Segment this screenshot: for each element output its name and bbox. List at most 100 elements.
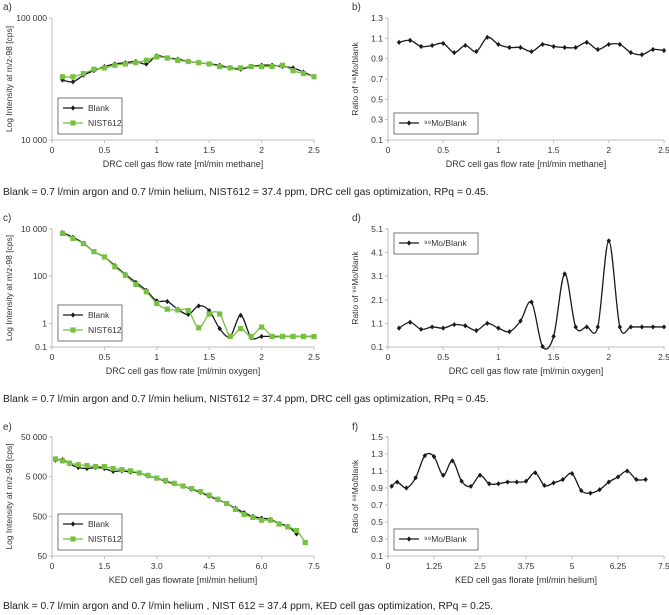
- data-point-c-1: [122, 272, 128, 278]
- legend-label-e-0: Blank: [88, 519, 110, 529]
- data-point-c-1: [259, 324, 265, 330]
- data-point-a-1: [227, 65, 233, 71]
- panel-label-f: f): [352, 422, 358, 433]
- y-tick-label-d: 0.1: [371, 342, 383, 352]
- legend-marker-a-0: [70, 105, 76, 111]
- y-axis-title-e: Log Intensity at m/z-98 [cps]: [4, 443, 14, 549]
- data-point-e-1: [259, 517, 265, 523]
- x-axis-title-c: DRC cell gas flow rate [ml/min oxygen]: [106, 366, 261, 376]
- data-point-e-1: [93, 463, 99, 470]
- x-tick-label-c: 2: [259, 352, 264, 362]
- y-tick-label-c: 10 000: [21, 224, 47, 234]
- y-axis-title-f: Ratio of ⁹⁸Mo/blank: [350, 459, 360, 533]
- chart-d: d) 0 0.5 1 1.5 2 2.5 0.1 1.1 2.1 3.1 4.1 5.1 DRC cell…: [350, 213, 669, 376]
- series-line-d-0: [398, 240, 664, 350]
- data-point-b-0: [573, 44, 578, 51]
- data-point-f-0: [413, 475, 418, 481]
- x-tick-label-a: 0: [50, 145, 55, 155]
- x-tick-label-d: 2: [606, 352, 611, 362]
- data-point-e-1: [145, 472, 151, 478]
- data-point-c-1: [311, 333, 317, 340]
- data-point-b-0: [396, 39, 402, 45]
- x-tick-label-f: 6.25: [610, 561, 627, 571]
- data-point-b-0: [661, 47, 667, 54]
- legend-label-d-0: ⁹⁸Mo/Blank: [424, 238, 467, 248]
- x-tick-label-b: 0: [386, 145, 391, 155]
- y-tick-label-b: 1.1: [371, 33, 383, 43]
- data-point-c-1: [238, 326, 244, 332]
- legend-marker-d-0: [406, 240, 412, 246]
- data-point-c-1: [91, 249, 97, 255]
- x-axis-title-b: DRC cell gas flow rate [ml/min methane]: [446, 159, 607, 169]
- legend-label-f-0: ⁹⁸Mo/Blank: [424, 534, 467, 544]
- y-tick-label-d: 3.1: [371, 271, 383, 281]
- x-tick-label-a: 1: [154, 145, 159, 155]
- legend-marker-c-1: [70, 327, 76, 333]
- y-tick-label-f: 0.7: [371, 500, 383, 510]
- chart-b: b) 0 0.5 1 1.5 2 2.5 0.1 0.3 0.5 0.7 0.9 1.1 1.3 DRC c…: [350, 2, 669, 169]
- data-point-f-0: [560, 476, 565, 483]
- data-point-a-1: [59, 74, 66, 80]
- data-point-f-0: [422, 453, 427, 459]
- data-point-c-1: [112, 264, 118, 270]
- data-point-b-0: [551, 43, 556, 50]
- x-tick-label-e: 0: [50, 561, 55, 571]
- x-tick-label-e: 1.5: [98, 561, 110, 571]
- y-axis-title-d: Ratio of ⁹⁸Mo/blank: [350, 251, 360, 325]
- y-tick-label-d: 2.1: [371, 295, 383, 305]
- data-point-a-1: [143, 57, 149, 63]
- data-point-f-0: [431, 453, 437, 460]
- data-point-f-0: [459, 478, 464, 484]
- data-point-a-1: [206, 61, 212, 67]
- x-tick-label-a: 0.5: [98, 145, 110, 155]
- x-tick-label-c: 1.5: [203, 352, 215, 362]
- data-point-b-0: [584, 39, 589, 45]
- data-point-e-1: [180, 483, 186, 489]
- data-point-a-1: [279, 62, 286, 68]
- data-point-d-0: [407, 319, 413, 325]
- data-point-e-1: [206, 492, 212, 498]
- data-point-b-0: [639, 52, 645, 58]
- data-point-c-1: [101, 254, 107, 260]
- data-point-f-0: [569, 470, 575, 477]
- data-point-e-1: [267, 517, 273, 523]
- data-point-d-0: [496, 325, 501, 331]
- data-point-e-1: [250, 514, 256, 520]
- data-point-c-1: [290, 333, 296, 340]
- data-point-a-1: [80, 71, 87, 77]
- data-point-d-0: [429, 324, 435, 330]
- data-point-b-0: [441, 40, 446, 47]
- data-point-f-0: [477, 472, 483, 478]
- legend-marker-e-0: [70, 521, 76, 527]
- data-point-f-0: [615, 474, 621, 480]
- x-tick-label-e: 3.0: [151, 561, 163, 571]
- data-point-c-1: [217, 311, 223, 317]
- y-tick-label-f: 1.1: [371, 466, 383, 476]
- data-point-d-0: [540, 343, 545, 350]
- data-point-a-1: [154, 54, 160, 60]
- chart-c: c) 0 0.5 1 1.5 2 2.5 0.1 1 100 10 000 DRC cell gas …: [3, 213, 320, 376]
- data-point-c-1: [164, 306, 170, 312]
- data-point-c-0: [259, 333, 264, 340]
- y-tick-label-f: 1.3: [371, 449, 383, 459]
- chart-f: f) 0 1.25 2.5 3.75 5 6.25 7.5 0.1 0.3 0.5 0.7 0.9 1.1…: [350, 422, 669, 585]
- legend-label-c-1: NIST612: [88, 325, 122, 335]
- data-point-d-0: [661, 324, 667, 330]
- chart-e: e) 0 1.5 3.0 4.5 6.0 7.5 50 500 5 000 50 000 KED ce…: [3, 422, 320, 585]
- data-point-b-0: [407, 37, 413, 43]
- data-point-a-1: [248, 63, 254, 70]
- y-tick-label-b: 0.5: [371, 94, 383, 104]
- data-point-d-0: [562, 271, 567, 277]
- data-point-f-0: [450, 458, 455, 464]
- legend-box-b: [393, 112, 479, 135]
- y-tick-label-c: 0.1: [35, 342, 47, 352]
- x-tick-label-c: 0.5: [98, 352, 110, 362]
- data-point-d-0: [441, 325, 446, 331]
- data-point-f-0: [404, 485, 409, 491]
- data-point-d-0: [507, 329, 512, 335]
- legend-label-b-0: ⁹⁸Mo/Blank: [424, 118, 467, 128]
- y-tick-label-d: 5.1: [371, 224, 383, 234]
- data-point-e-0: [84, 465, 90, 472]
- panel-label-e: e): [3, 422, 12, 433]
- data-point-d-0: [474, 327, 479, 334]
